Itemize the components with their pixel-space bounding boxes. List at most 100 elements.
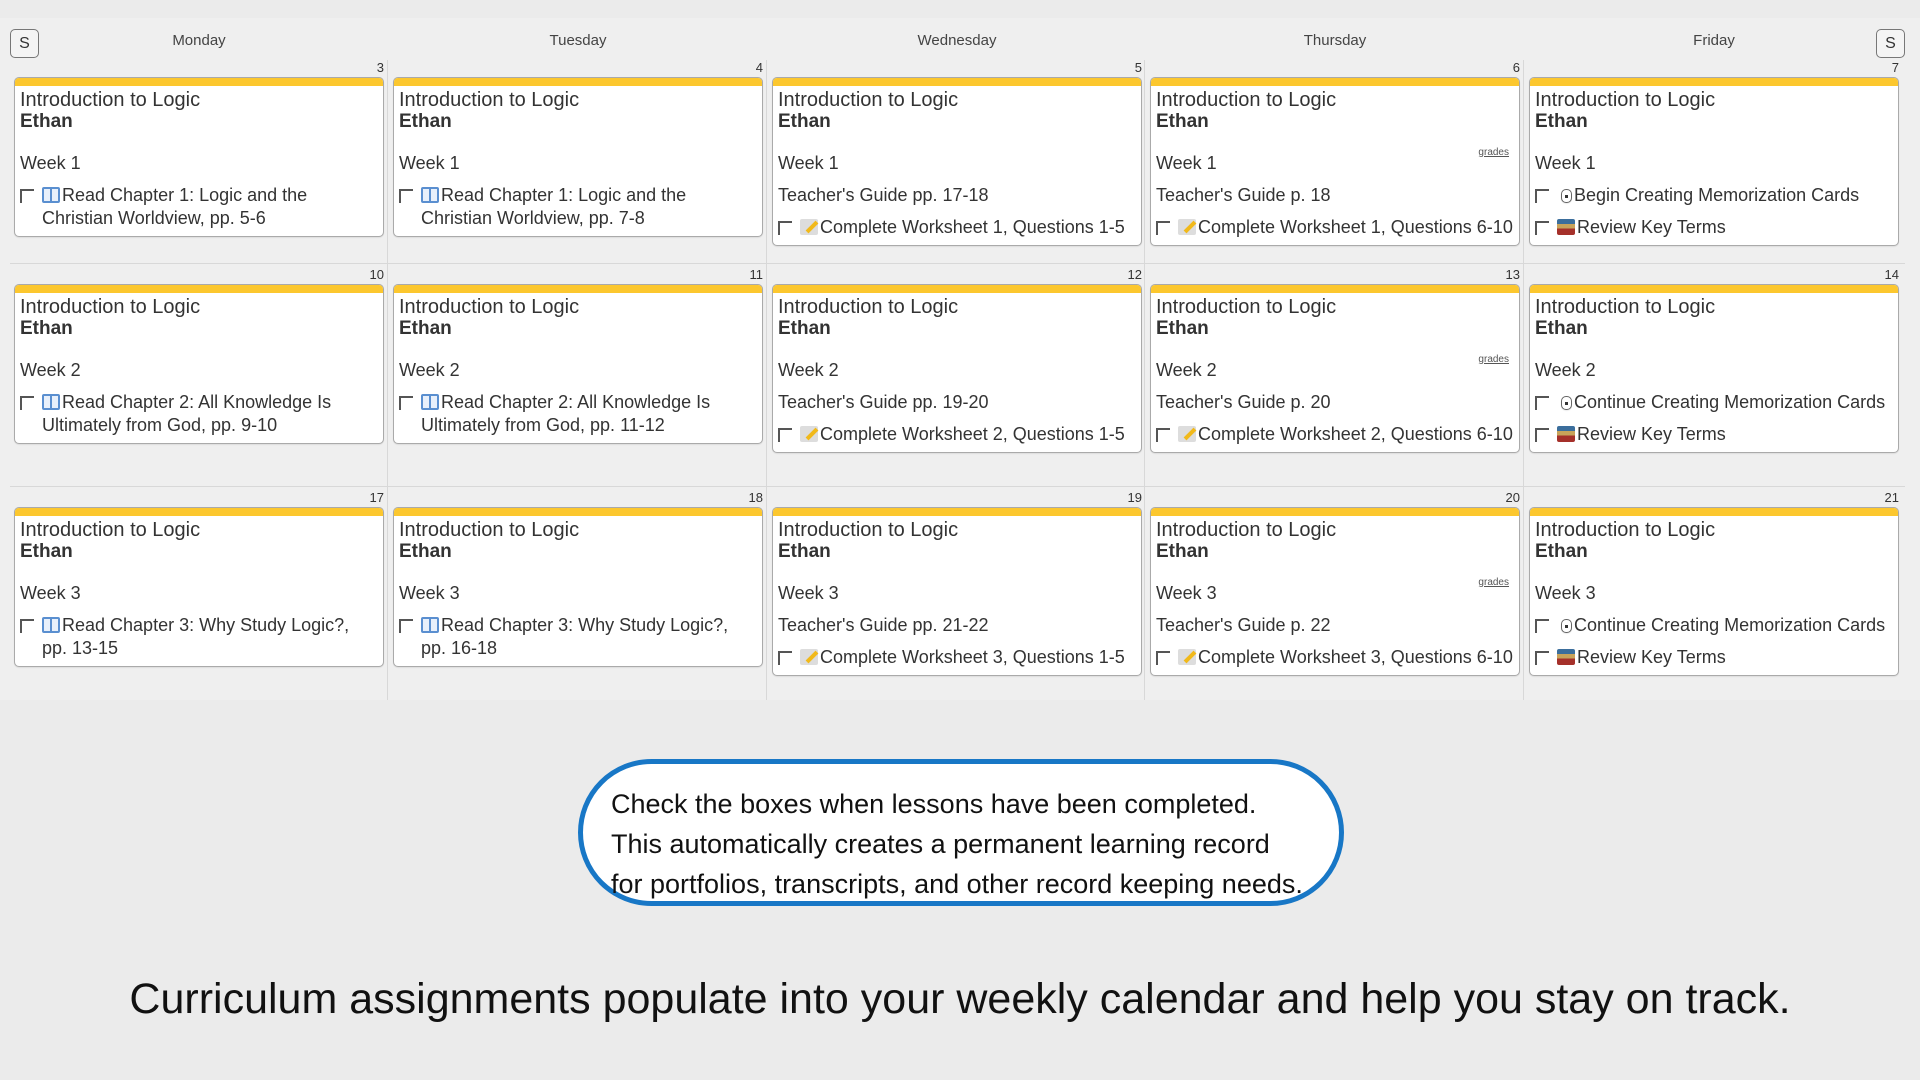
card-body: Introduction to Logic Ethan Week 1 Read Cha…: [15, 86, 383, 236]
task-checkbox[interactable]: [1156, 651, 1170, 665]
assignment-card[interactable]: Introduction to Logic Ethan Week 3 Read Cha…: [393, 507, 763, 667]
pencil-icon: [800, 426, 818, 442]
assignment-card[interactable]: Introduction to Logic Ethan Week 1 Read Cha…: [393, 77, 763, 237]
week-label: Week 1: [20, 153, 81, 173]
book-icon: [42, 617, 60, 633]
book-icon: [42, 187, 60, 203]
task-checkbox[interactable]: [399, 619, 413, 633]
task-text: Review Key Terms: [1577, 217, 1726, 237]
assignment-card[interactable]: Introduction to Logic Ethan Week 1 Teacher'…: [772, 77, 1142, 246]
date-number: 17: [369, 490, 384, 505]
task-item: Begin Creating Memorization Cards: [1535, 184, 1894, 207]
teachers-guide-reference: Teacher's Guide p. 20: [1156, 392, 1331, 412]
date-number: 21: [1884, 490, 1899, 505]
card-body: Introduction to Logic Ethan Week 2 Read Cha…: [15, 293, 383, 443]
card-accent-bar: [773, 285, 1141, 293]
task-checkbox[interactable]: [1535, 189, 1549, 203]
assignment-card[interactable]: Introduction to Logic Ethan Week 2 Continue…: [1529, 284, 1899, 453]
row-divider: [10, 486, 1905, 487]
task-item: Review Key Terms: [1535, 423, 1894, 446]
assignment-card[interactable]: Introduction to Logic Ethan Week 2 Read Cha…: [14, 284, 384, 444]
teachers-guide-reference: Teacher's Guide p. 22: [1156, 615, 1331, 635]
task-checkbox[interactable]: [1535, 651, 1549, 665]
card-accent-bar: [394, 285, 762, 293]
assignment-card[interactable]: Introduction to Logic Ethan Week 3 Continue…: [1529, 507, 1899, 676]
day-cell: 12 Introduction to Logic Ethan Week 2 Teache…: [768, 267, 1146, 453]
task-checkbox[interactable]: [20, 396, 34, 410]
previous-week-button[interactable]: S: [10, 29, 39, 58]
course-title: Introduction to Logic: [1535, 296, 1716, 318]
task-checkbox[interactable]: [1535, 619, 1549, 633]
grades-link[interactable]: grades: [1478, 577, 1509, 588]
date-number: 12: [1127, 267, 1142, 282]
task-content: Complete Worksheet 1, Questions 1-5: [800, 216, 1137, 239]
day-header-thursday: Thursday: [1303, 32, 1367, 49]
day-cell: 3 Introduction to Logic Ethan Week 1 Read Ch…: [10, 60, 388, 237]
day-cell: 20 Introduction to Logic Ethan grades Week 3…: [1146, 490, 1524, 676]
task-item: Complete Worksheet 2, Questions 1-5: [778, 423, 1137, 446]
task-checkbox[interactable]: [778, 221, 792, 235]
assignment-card[interactable]: Introduction to Logic Ethan Week 3 Teacher'…: [772, 507, 1142, 676]
next-week-button[interactable]: S: [1876, 29, 1905, 58]
assignment-card[interactable]: Introduction to Logic Ethan grades Week 3 Te…: [1150, 507, 1520, 676]
task-checkbox[interactable]: [20, 189, 34, 203]
date-number: 7: [1891, 60, 1899, 75]
task-checkbox[interactable]: [778, 651, 792, 665]
week-label: Week 3: [1535, 583, 1596, 603]
card-icon: [1561, 619, 1572, 633]
card-accent-bar: [1530, 78, 1898, 86]
assignment-card[interactable]: Introduction to Logic Ethan grades Week 1 Te…: [1150, 77, 1520, 246]
task-content: Complete Worksheet 3, Questions 1-5: [800, 646, 1137, 669]
card-body: Introduction to Logic Ethan Week 2 Teacher'…: [773, 293, 1141, 452]
task-content: Continue Creating Memorization Cards: [1557, 391, 1894, 414]
card-body: Introduction to Logic Ethan Week 1 Read Cha…: [394, 86, 762, 236]
task-checkbox[interactable]: [20, 619, 34, 633]
task-item: Read Chapter 3: Why Study Logic?, pp. 16…: [399, 614, 758, 660]
task-content: Review Key Terms: [1557, 423, 1894, 446]
task-content: Read Chapter 2: All Knowledge Is Ultimat…: [42, 391, 379, 437]
day-cell: 4 Introduction to Logic Ethan Week 1 Read Ch…: [389, 60, 767, 237]
row-divider: [10, 263, 1905, 264]
date-number: 20: [1505, 490, 1520, 505]
teachers-guide-reference: Teacher's Guide p. 18: [1156, 185, 1331, 205]
task-checkbox[interactable]: [1156, 221, 1170, 235]
card-accent-bar: [1151, 78, 1519, 86]
task-checkbox[interactable]: [1535, 396, 1549, 410]
course-title: Introduction to Logic: [778, 89, 959, 111]
book-icon: [421, 617, 439, 633]
course-title: Introduction to Logic: [1156, 89, 1337, 111]
course-title: Introduction to Logic: [1156, 296, 1337, 318]
task-checkbox[interactable]: [1156, 428, 1170, 442]
task-checkbox[interactable]: [399, 189, 413, 203]
card-body: Introduction to Logic Ethan grades Week 3 Te…: [1151, 516, 1519, 675]
card-accent-bar: [1530, 508, 1898, 516]
day-header-monday: Monday: [172, 32, 226, 49]
task-content: Read Chapter 3: Why Study Logic?, pp. 13…: [42, 614, 379, 660]
task-content: Complete Worksheet 1, Questions 6-10: [1178, 216, 1515, 239]
task-content: Read Chapter 1: Logic and the Christian …: [421, 184, 758, 230]
assignment-card[interactable]: Introduction to Logic Ethan Week 3 Read Cha…: [14, 507, 384, 667]
card-accent-bar: [1151, 285, 1519, 293]
assignment-card[interactable]: Introduction to Logic Ethan Week 2 Teacher'…: [772, 284, 1142, 453]
assignment-card[interactable]: Introduction to Logic Ethan Week 1 Read Cha…: [14, 77, 384, 237]
assignment-card[interactable]: Introduction to Logic Ethan Week 1 Begin Cr…: [1529, 77, 1899, 246]
assignment-card[interactable]: Introduction to Logic Ethan grades Week 2 Te…: [1150, 284, 1520, 453]
day-cell: 14 Introduction to Logic Ethan Week 2 Contin…: [1525, 267, 1903, 453]
task-item: Complete Worksheet 1, Questions 6-10: [1156, 216, 1515, 239]
task-item: Read Chapter 2: All Knowledge Is Ultimat…: [399, 391, 758, 437]
student-name: Ethan: [1156, 541, 1209, 562]
task-checkbox[interactable]: [1535, 428, 1549, 442]
course-title: Introduction to Logic: [20, 296, 201, 318]
task-text: Continue Creating Memorization Cards: [1574, 392, 1886, 412]
card-body: Introduction to Logic Ethan Week 3 Teacher'…: [773, 516, 1141, 675]
task-text: Read Chapter 2: All Knowledge Is Ultimat…: [42, 392, 332, 435]
task-checkbox[interactable]: [399, 396, 413, 410]
grades-link[interactable]: grades: [1478, 354, 1509, 365]
card-body: Introduction to Logic Ethan Week 1 Teacher'…: [773, 86, 1141, 245]
task-item: Read Chapter 1: Logic and the Christian …: [20, 184, 379, 230]
grades-link[interactable]: grades: [1478, 147, 1509, 158]
task-checkbox[interactable]: [1535, 221, 1549, 235]
task-checkbox[interactable]: [778, 428, 792, 442]
assignment-card[interactable]: Introduction to Logic Ethan Week 2 Read Cha…: [393, 284, 763, 444]
task-content: Complete Worksheet 3, Questions 6-10: [1178, 646, 1515, 669]
